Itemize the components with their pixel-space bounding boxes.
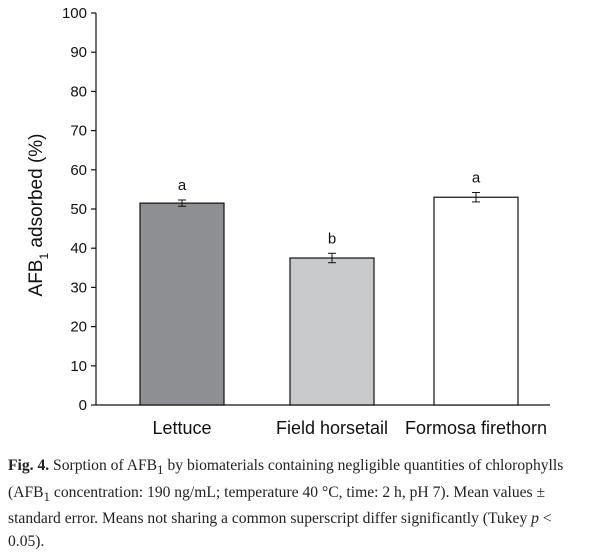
y-tick-label: 60 (70, 162, 87, 179)
y-axis-title-rest: adsorbed (%) (26, 134, 47, 253)
bar-chart: 0 10 20 30 40 50 60 70 80 90 100 a b a Lettuce Field … (26, 5, 550, 438)
y-axis-title: AFB1 adsorbed (%) (26, 134, 51, 297)
bar-lettuce (139, 202, 225, 406)
y-axis-title-sub: 1 (37, 253, 51, 260)
bars: a b a (139, 170, 519, 406)
caption-text-1: Sorption of AFB (49, 457, 158, 474)
significance-letter: b (328, 230, 336, 247)
bar-formosa-firethorn (433, 196, 519, 406)
figure-label: Fig. 4. (8, 457, 50, 474)
caption-text-2: by biomaterials containing negligible qu… (8, 457, 564, 501)
significance-letter: a (178, 177, 187, 194)
caption-text-3: concentration: 190 ng/mL; temperature 40… (8, 483, 546, 528)
caption-sub-1: 1 (157, 462, 164, 478)
y-tick-label: 80 (70, 83, 87, 100)
caption-italic-p: p (531, 510, 539, 528)
y-tick-label: 40 (70, 240, 87, 257)
bar-field-horsetail (289, 257, 375, 406)
y-tick-label: 0 (79, 397, 87, 414)
y-tick-label: 10 (70, 358, 87, 375)
y-ticks: 0 10 20 30 40 50 60 70 80 90 100 (62, 5, 96, 414)
category-label: Formosa firethorn (405, 418, 547, 438)
y-axis: 0 10 20 30 40 50 60 70 80 90 100 (62, 5, 97, 414)
category-label: Field horsetail (276, 418, 388, 438)
y-axis-title-main: AFB (26, 260, 47, 297)
category-labels: Lettuce Field horsetail Formosa firethorn (152, 418, 547, 438)
y-tick-label: 50 (70, 201, 87, 218)
y-tick-label: 30 (70, 279, 87, 296)
significance-letter: a (472, 170, 481, 187)
y-tick-label: 90 (70, 44, 87, 61)
y-tick-label: 100 (62, 5, 87, 22)
y-tick-label: 70 (70, 123, 87, 140)
caption-sub-2: 1 (43, 488, 51, 504)
caption-text-4: < 0.05). (8, 510, 552, 550)
y-tick-label: 20 (70, 319, 87, 336)
figure-caption: Fig. 4. Sorption of AFB1 by biomaterials… (8, 455, 590, 553)
category-label: Lettuce (152, 418, 211, 438)
